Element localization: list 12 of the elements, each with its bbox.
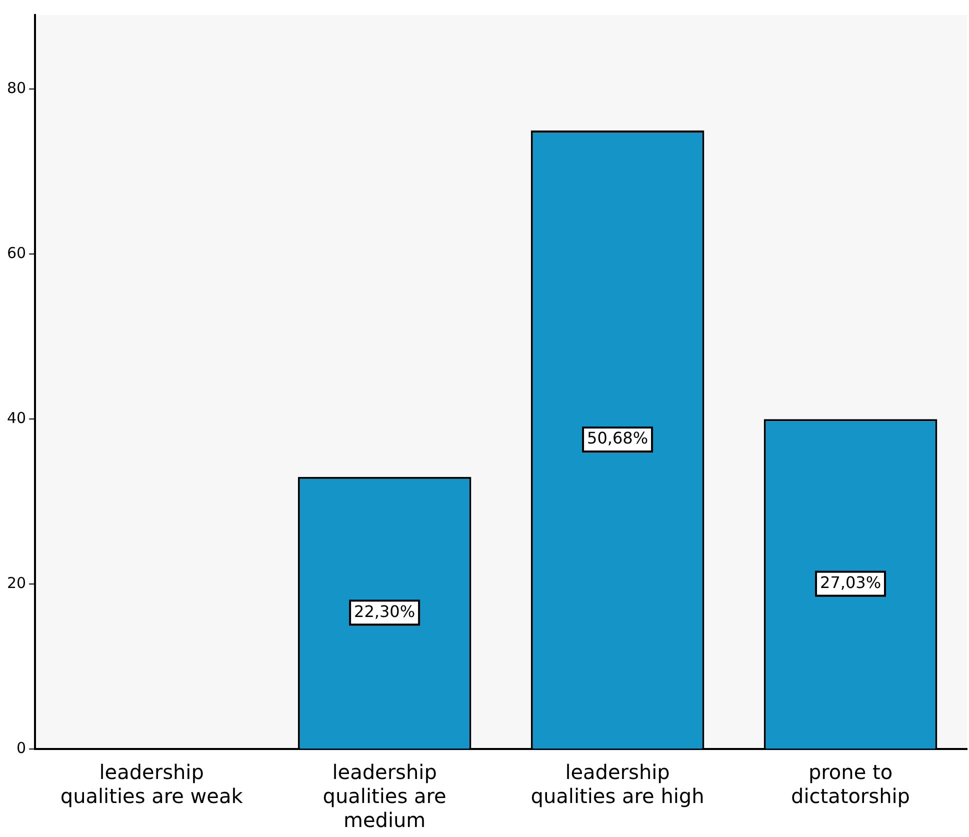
y-tick-label: 20 <box>6 574 26 592</box>
annotation: 50,68% <box>587 428 648 448</box>
x-tick-label: leadership qualities are medium <box>322 760 446 832</box>
y-tick-label: 40 <box>6 409 26 428</box>
y-tick-label: 60 <box>6 244 26 262</box>
y-tick-label: 80 <box>6 79 26 98</box>
annotation: 22,30% <box>354 602 416 621</box>
x-tick-label: prone to dictatorship <box>791 760 910 808</box>
x-tick-label: leadership qualities are high <box>530 760 704 808</box>
x-tick-label: leadership qualities are weak <box>60 760 244 808</box>
annotation: 27,03% <box>820 572 882 592</box>
y-tick-label: 0 <box>16 738 26 757</box>
